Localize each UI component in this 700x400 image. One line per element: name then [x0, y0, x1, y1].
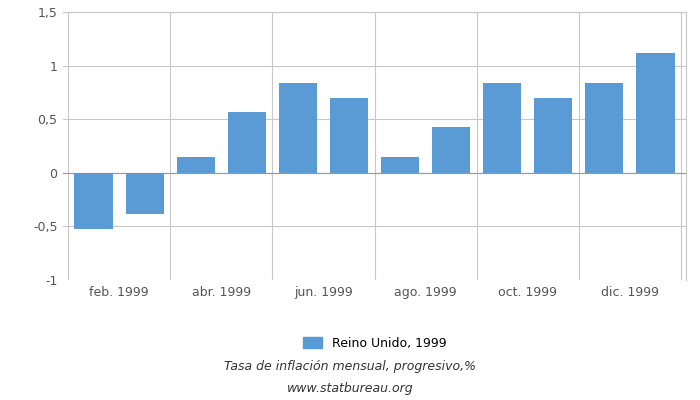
Bar: [636, 53, 675, 173]
Legend: Reino Unido, 1999: Reino Unido, 1999: [298, 332, 452, 355]
Bar: [381, 157, 419, 173]
Bar: [228, 112, 266, 173]
Text: www.statbureau.org: www.statbureau.org: [287, 382, 413, 395]
Bar: [125, 173, 164, 214]
Bar: [585, 83, 624, 173]
Bar: [74, 173, 113, 228]
Bar: [483, 83, 522, 173]
Bar: [176, 157, 215, 173]
Bar: [432, 127, 470, 173]
Bar: [279, 83, 317, 173]
Bar: [330, 98, 368, 173]
Bar: [534, 98, 573, 173]
Text: Tasa de inflación mensual, progresivo,%: Tasa de inflación mensual, progresivo,%: [224, 360, 476, 373]
